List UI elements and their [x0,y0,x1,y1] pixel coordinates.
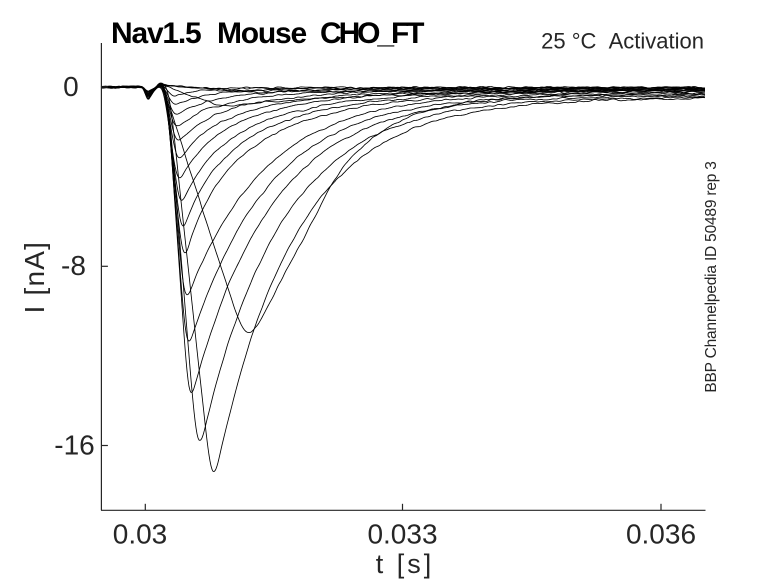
svg-text:-8: -8 [61,250,86,281]
svg-text:0: 0 [63,71,79,102]
svg-text:-16: -16 [54,430,94,461]
svg-text:t [s]: t [s] [376,549,435,579]
svg-text:0.033: 0.033 [367,519,437,550]
svg-text:0.036: 0.036 [626,519,696,550]
svg-text:Mouse: Mouse [217,17,307,50]
svg-text:25 °C Activation: 25 °C Activation [541,28,704,53]
svg-text:0.03: 0.03 [113,519,168,550]
svg-text:CHO_FT: CHO_FT [320,17,424,50]
svg-text:BBP Channelpedia ID 50489 rep: BBP Channelpedia ID 50489 rep 3 [703,161,720,392]
svg-text:Nav1.5: Nav1.5 [111,17,201,50]
svg-text:I [nA]: I [nA] [19,241,50,314]
